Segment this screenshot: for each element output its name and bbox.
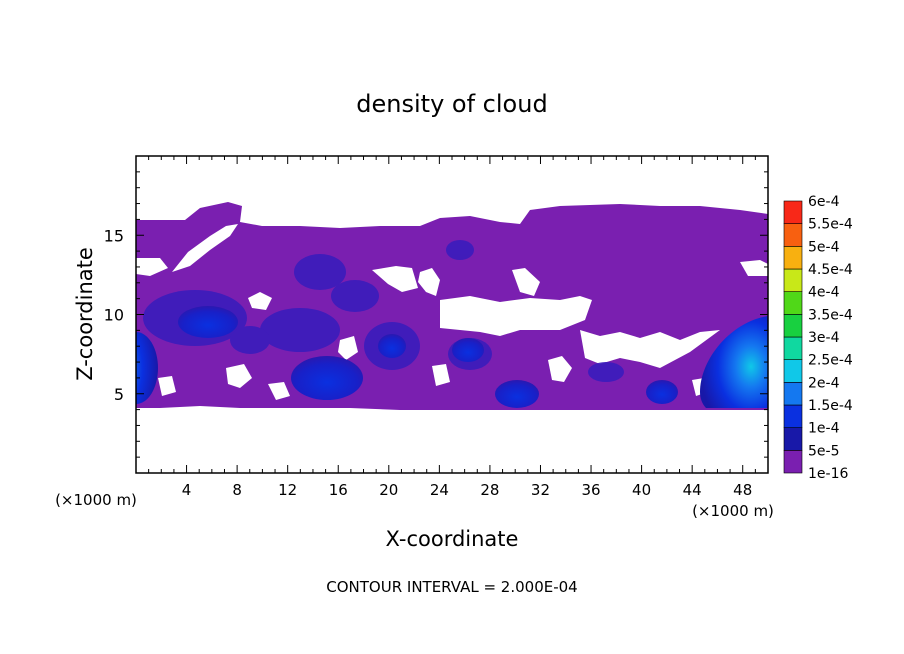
colorbar-swatch xyxy=(783,291,803,315)
x-tick-label: 44 xyxy=(683,481,702,499)
x-axis-ticks: 4 8 12 16 20 24 28 32 36 40 44 48 xyxy=(148,156,756,499)
x-tick-label: 28 xyxy=(480,481,499,499)
y-tick-label: 15 xyxy=(104,226,124,245)
colorbar-label: 1.5e-4 xyxy=(808,398,853,414)
plot-area xyxy=(136,156,768,473)
x-tick-label: 4 xyxy=(182,481,192,499)
x-tick-label: 36 xyxy=(581,481,600,499)
colorbar-label: 1e-16 xyxy=(808,466,848,482)
colorbar-label: 4e-4 xyxy=(808,285,840,301)
left-core xyxy=(136,332,158,404)
x-tick-label: 48 xyxy=(733,481,752,499)
colorbar-swatch xyxy=(783,268,803,292)
colorbar-label: 4.5e-4 xyxy=(808,262,853,278)
x-tick-label: 32 xyxy=(531,481,550,499)
colorbar-label: 5e-5 xyxy=(808,443,839,459)
colorbar-swatch xyxy=(783,450,803,474)
x-tick-label: 40 xyxy=(632,481,651,499)
contour-interval-note: CONTOUR INTERVAL = 2.000E-04 xyxy=(326,578,577,596)
colorbar-label: 5e-4 xyxy=(808,239,840,255)
y-unit-label: (×1000 m) xyxy=(55,491,137,509)
y-axis-ticks: 5 10 15 xyxy=(104,171,768,458)
y-tick-label: 5 xyxy=(114,385,124,404)
colorbar-label: 6e-4 xyxy=(808,194,840,210)
colorbar-swatch xyxy=(783,336,803,360)
colorbar-swatch xyxy=(783,382,803,406)
x-tick-label: 16 xyxy=(329,481,348,499)
colorbar-swatch xyxy=(783,427,803,451)
colorbar-label: 2.5e-4 xyxy=(808,353,853,369)
colorbar-label: 3.5e-4 xyxy=(808,307,853,323)
level-1e-4-regions xyxy=(178,306,678,408)
colorbar-label: 3e-4 xyxy=(808,330,840,346)
colorbar-label: 1e-4 xyxy=(808,421,840,437)
x-unit-label: (×1000 m) xyxy=(692,502,774,520)
y-axis-label: Z-coordinate xyxy=(73,247,97,381)
colorbar-label: 2e-4 xyxy=(808,375,840,391)
colorbar-swatch xyxy=(783,246,803,270)
y-tick-label: 10 xyxy=(104,306,124,325)
colorbar-swatch xyxy=(783,359,803,383)
x-axis-label: X-coordinate xyxy=(386,527,519,551)
x-tick-label: 20 xyxy=(379,481,398,499)
cloud-gaps xyxy=(136,224,768,400)
colorbar-label: 5.5e-4 xyxy=(808,217,853,233)
colorbar-swatch xyxy=(783,200,803,224)
x-tick-label: 8 xyxy=(232,481,242,499)
colorbar: 1e-16 5e-5 1e-4 1.5e-4 2e-4 2.5e-4 3e-4 3.5e-4 4… xyxy=(783,194,853,482)
colorbar-swatch xyxy=(783,223,803,247)
x-tick-label: 24 xyxy=(430,481,449,499)
chart-title: density of cloud xyxy=(356,90,547,118)
x-tick-label: 12 xyxy=(278,481,297,499)
right-core xyxy=(700,316,768,408)
colorbar-swatch xyxy=(783,404,803,428)
colorbar-swatch xyxy=(783,314,803,338)
